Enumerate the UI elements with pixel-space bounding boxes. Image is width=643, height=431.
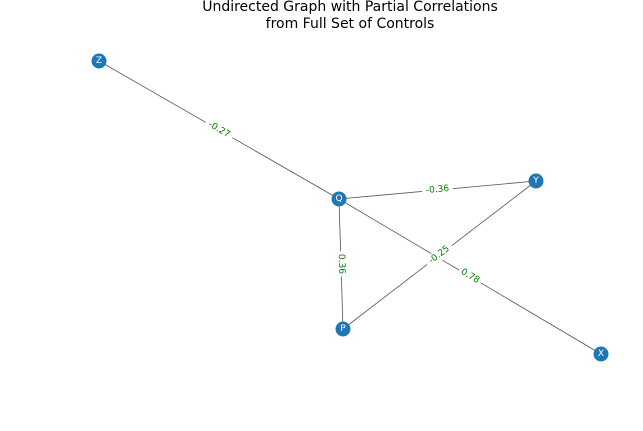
- node-label: Y: [532, 176, 539, 186]
- edge-label-background: [456, 264, 484, 289]
- node-X: X: [593, 346, 609, 362]
- node-circle: [331, 191, 347, 207]
- edge-label-Q-Y: -0.36: [421, 182, 454, 198]
- edge-label-text: -0.36: [425, 184, 449, 196]
- node-label: Q: [335, 194, 342, 204]
- edges-layer: [98, 60, 602, 355]
- node-label: Z: [96, 56, 102, 66]
- edge-label-Q-X: 0.78: [456, 264, 484, 289]
- edge-label-background: [202, 117, 236, 143]
- edge-label-background: [421, 182, 454, 198]
- edge-label-background: [334, 251, 348, 277]
- edge-label-Q-P: 0.36: [334, 251, 348, 277]
- node-circle: [91, 53, 107, 69]
- node-Z: Z: [91, 53, 107, 69]
- edge-labels-layer: -0.27-0.360.360.78-0.25: [202, 117, 484, 289]
- node-circle: [335, 321, 351, 337]
- title-line-1: Undirected Graph with Partial Correlatio…: [202, 0, 498, 15]
- node-circle: [528, 173, 544, 189]
- node-label: X: [598, 349, 604, 359]
- edge-label-text: -0.27: [206, 120, 231, 140]
- title-line-2: from Full Set of Controls: [266, 16, 435, 32]
- nodes-layer: Z Q Y P X: [91, 53, 609, 362]
- node-label: P: [340, 324, 346, 334]
- edge-label-background: [423, 240, 456, 270]
- node-circle: [593, 346, 609, 362]
- edge-label-Z-Q: -0.27: [202, 117, 236, 143]
- node-Y: Y: [528, 173, 544, 189]
- node-P: P: [335, 321, 351, 337]
- edge-label-text: 0.36: [336, 254, 347, 275]
- node-Q: Q: [331, 191, 347, 207]
